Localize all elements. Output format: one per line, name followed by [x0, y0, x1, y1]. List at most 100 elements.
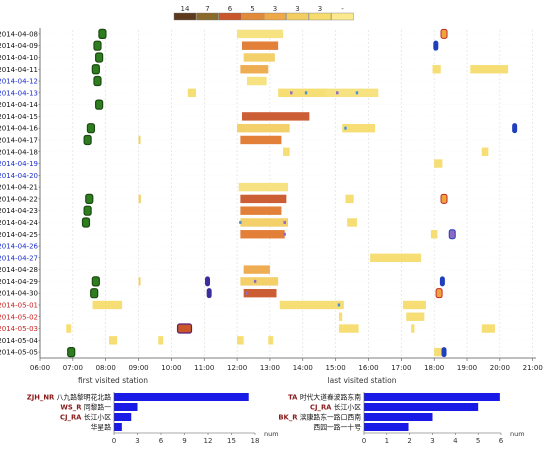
date-label: 2014-04-21: [0, 184, 38, 192]
x-tick-label: 16:00: [358, 364, 378, 372]
bar-x-tick-label: 9: [182, 437, 186, 445]
first-visit-marker: [81, 217, 91, 228]
activity-segment: [432, 65, 441, 74]
first-visit-marker: [93, 40, 102, 51]
bar-x-tick-label: 12: [204, 437, 213, 445]
activity-segment: [481, 147, 489, 156]
station-bar: [114, 423, 122, 431]
last-visit-marker: [440, 193, 448, 204]
activity-segment: [347, 218, 357, 227]
activity-segment: [402, 300, 426, 310]
first-visit-marker: [67, 347, 76, 358]
activity-segment: [240, 230, 285, 239]
station-bar: [114, 393, 249, 401]
station-label: TA 时代大道春波路东南: [288, 393, 361, 402]
legend-swatch: [286, 12, 309, 21]
legend-swatch: [308, 12, 332, 21]
activity-segment: [370, 253, 422, 263]
station-bar: [364, 393, 500, 401]
date-label: 2014-05-01: [0, 301, 38, 309]
x-tick-label: 07:00: [63, 364, 83, 372]
transfer-dot: [304, 91, 308, 95]
station-name: 同黎路一: [84, 403, 111, 412]
station-label: 西园一路一十号: [313, 423, 361, 432]
legend-value: 3: [295, 5, 299, 13]
last-visit-marker: [440, 28, 448, 39]
activity-segment: [470, 65, 509, 74]
activity-segment: [138, 135, 141, 145]
date-label: 2014-05-04: [0, 337, 39, 345]
transfer-dot: [239, 220, 242, 224]
activity-segment: [342, 123, 376, 133]
transfer-dot: [283, 232, 286, 236]
station-label: BK_R 滨康路东一路口西南: [278, 413, 361, 422]
date-label: 2014-04-16: [0, 125, 39, 133]
date-label: 2014-04-10: [0, 54, 38, 62]
time-axis: first visited station last visited stati…: [78, 376, 397, 385]
first-visit-marker: [90, 288, 99, 299]
activity-segment: [243, 265, 270, 274]
bar-x-tick-label: 18: [251, 437, 260, 445]
bar-x-tick-label: 3: [430, 437, 434, 445]
first-visit-marker: [93, 75, 102, 87]
activity-segment: [283, 147, 290, 156]
station-label: ZJH_NR 八九路黎明花北路: [27, 393, 111, 402]
date-label: 2014-04-13: [0, 89, 38, 97]
activity-segment: [434, 347, 443, 357]
activity-segment: [338, 312, 343, 321]
legend-swatch: [241, 12, 264, 21]
first-visit-marker: [98, 28, 107, 39]
x-tick-label: 09:00: [128, 364, 148, 372]
station-bar: [114, 413, 132, 421]
x-tick-label: 15:00: [326, 364, 346, 372]
station-code: BK_R: [278, 414, 299, 422]
date-label: 2014-04-09: [0, 42, 38, 50]
date-label: 2014-04-25: [0, 231, 38, 239]
legend-swatch: [263, 12, 287, 21]
first-visit-marker: [86, 123, 96, 134]
first-visit-marker: [83, 134, 92, 146]
x-tick-label: 14:00: [293, 364, 313, 372]
date-label: 2014-04-14: [0, 101, 39, 109]
timeline-panel: 2014-04-08 2014-04-09 2014-04-10 2014-04-11…: [0, 28, 543, 372]
date-label: 2014-04-22: [0, 195, 38, 203]
activity-segment: [324, 88, 379, 98]
activity-segment: [240, 194, 287, 204]
station-code: ZJH_NR: [27, 394, 57, 402]
first-visit-marker: [91, 64, 100, 75]
station-name: 长江小区: [334, 403, 361, 412]
station-label: CJ_RA 长江小区: [310, 403, 361, 412]
date-label: 2014-05-03: [0, 325, 38, 333]
date-label: 2014-04-11: [0, 66, 38, 74]
station-code: WS_R: [60, 404, 83, 412]
transfer-dot: [245, 291, 249, 295]
date-label: 2014-04-26: [0, 243, 39, 251]
activity-segment: [240, 135, 282, 145]
activity-segment: [242, 41, 279, 50]
x-tick-label: 17:00: [391, 364, 411, 372]
date-label: 2014-04-15: [0, 113, 38, 121]
activity-segment: [268, 336, 274, 345]
first-visit-marker: [95, 52, 104, 63]
x-tick-label: 18:00: [424, 364, 444, 372]
date-label: 2014-04-18: [0, 148, 38, 156]
activity-segment: [237, 336, 244, 345]
activity-segment: [481, 324, 495, 333]
station-label: 华星路: [91, 423, 112, 432]
station-label: CJ_RA 长江小区: [60, 413, 111, 422]
date-label: 2014-04-28: [0, 266, 38, 274]
date-label: 2014-04-30: [0, 290, 38, 298]
bar-x-tick-label: 0: [112, 437, 116, 445]
bar-x-tick-label: 5: [476, 437, 480, 445]
activity-segment: [430, 230, 438, 239]
transfer-dot: [355, 91, 359, 95]
first-visit-marker: [91, 276, 100, 287]
activity-segment: [66, 324, 72, 333]
date-label: 2014-04-19: [0, 160, 38, 168]
date-label: 2014-04-27: [0, 254, 38, 262]
date-label: 2014-04-29: [0, 278, 38, 286]
first-visit-marker: [95, 99, 104, 110]
legend: 14 7 6 5 3 3 3 -: [173, 5, 354, 21]
